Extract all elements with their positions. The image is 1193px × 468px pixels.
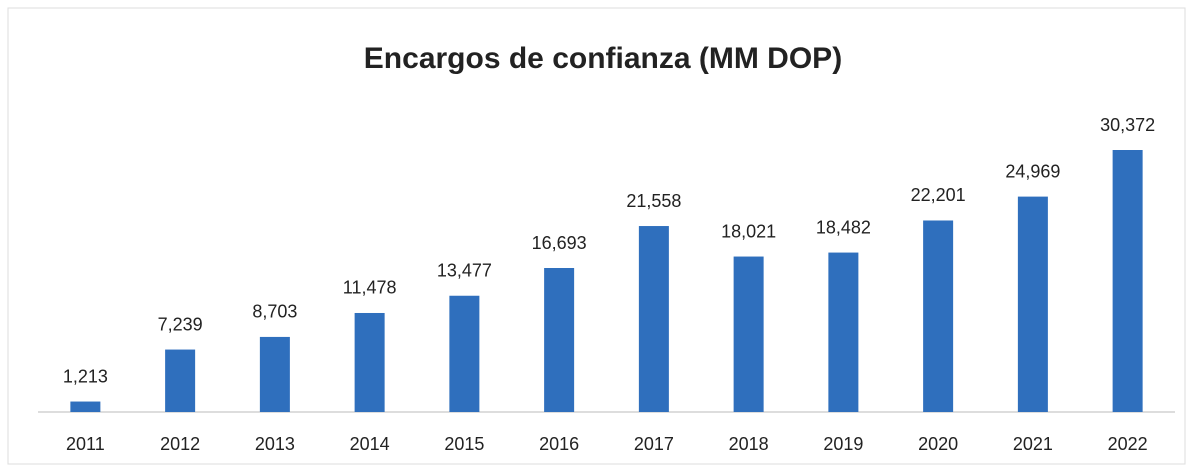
x-tick-label: 2017 — [634, 434, 674, 454]
bar — [544, 268, 575, 412]
x-tick-label: 2015 — [444, 434, 484, 454]
value-label: 7,239 — [158, 314, 203, 334]
chart-frame — [7, 7, 1186, 465]
x-tick-label: 2012 — [160, 434, 200, 454]
value-label: 24,969 — [1005, 161, 1060, 181]
x-tick-label: 2020 — [918, 434, 958, 454]
x-tick-label: 2021 — [1013, 434, 1053, 454]
value-label: 21,558 — [626, 191, 681, 211]
x-tick-label: 2014 — [350, 434, 390, 454]
x-tick-label: 2016 — [539, 434, 579, 454]
bar — [1112, 150, 1143, 412]
bar — [1017, 196, 1048, 412]
x-tick-label: 2019 — [823, 434, 863, 454]
value-label: 22,201 — [911, 185, 966, 205]
value-label: 1,213 — [63, 366, 108, 386]
x-tick-label: 2018 — [729, 434, 769, 454]
bar — [165, 349, 196, 412]
value-label: 18,482 — [816, 217, 871, 237]
value-label: 16,693 — [532, 233, 587, 253]
bar — [638, 226, 669, 412]
bar — [259, 336, 290, 412]
bar — [70, 401, 101, 412]
bar — [828, 252, 859, 412]
x-tick-label: 2022 — [1108, 434, 1148, 454]
value-label: 8,703 — [252, 302, 297, 322]
bar — [733, 256, 764, 412]
value-label: 30,372 — [1100, 115, 1155, 135]
value-label: 18,021 — [721, 221, 776, 241]
value-label: 13,477 — [437, 260, 492, 280]
x-tick-label: 2013 — [255, 434, 295, 454]
value-label: 11,478 — [343, 278, 397, 298]
bar — [923, 220, 954, 412]
bar — [354, 312, 385, 412]
bar — [449, 295, 480, 412]
chart-title: Encargos de confianza (MM DOP) — [364, 42, 842, 75]
x-tick-label: 2011 — [66, 434, 105, 454]
